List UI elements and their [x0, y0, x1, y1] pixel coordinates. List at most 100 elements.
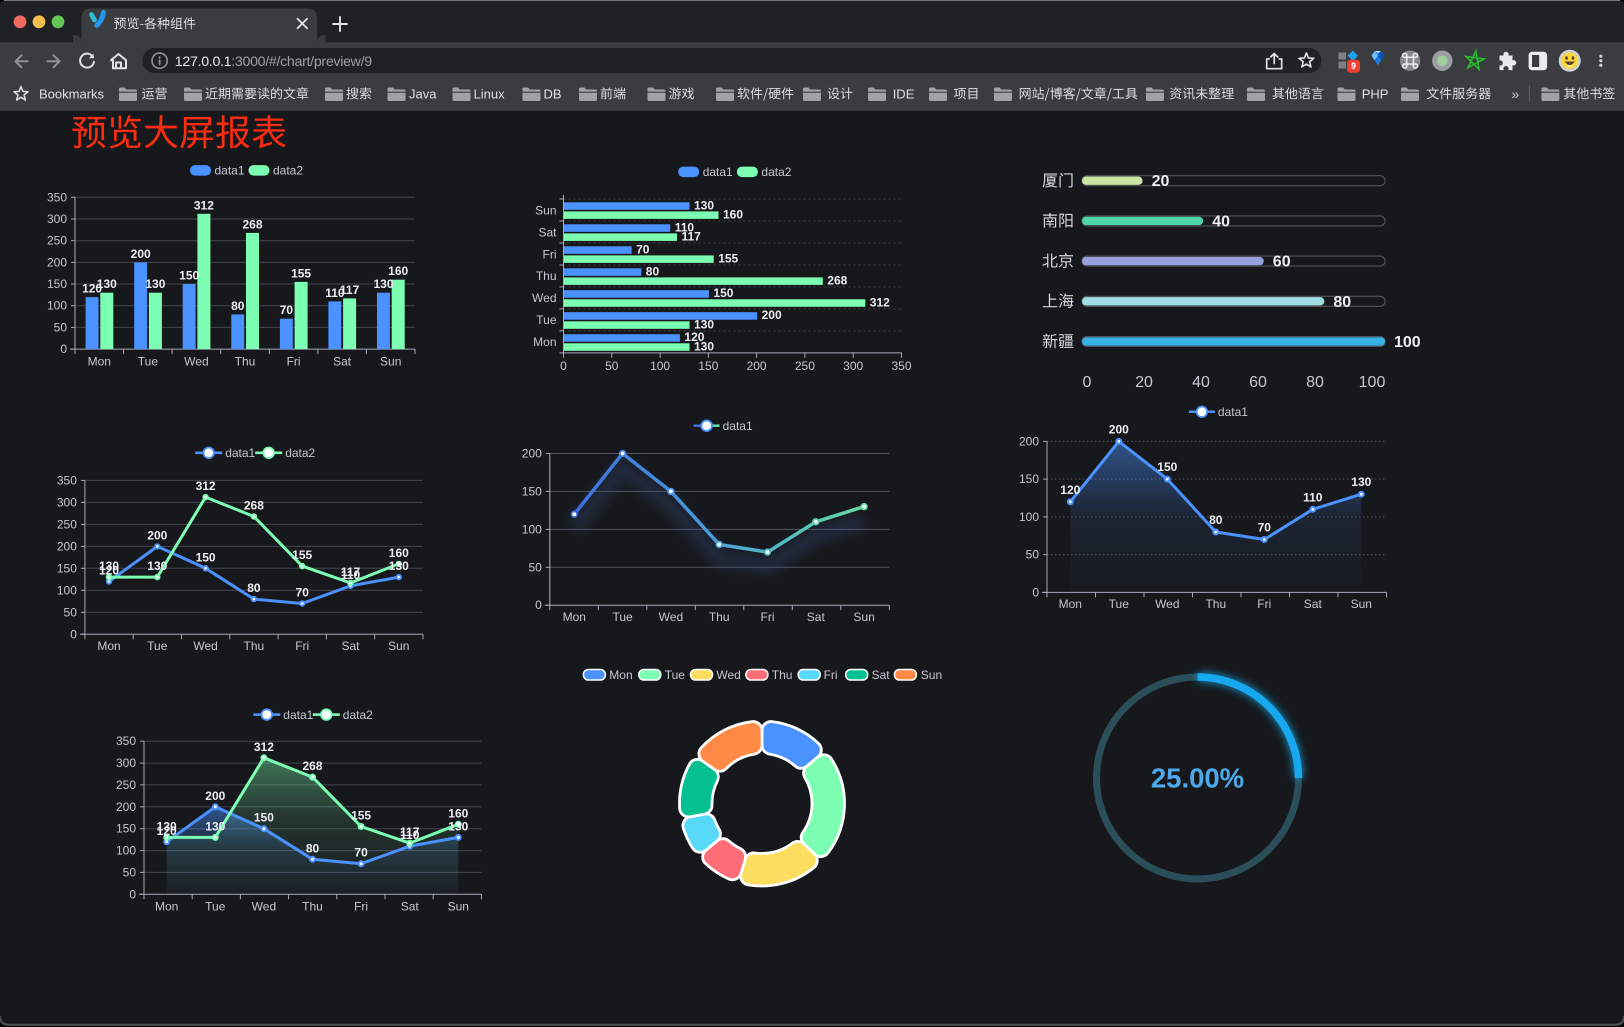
svg-text:130: 130 — [1351, 475, 1371, 489]
svg-text:250: 250 — [795, 359, 815, 373]
svg-text:120: 120 — [1060, 483, 1080, 497]
svg-text:200: 200 — [147, 528, 167, 542]
svg-text:DB: DB — [544, 87, 562, 102]
svg-text:350: 350 — [47, 190, 67, 204]
svg-text:150: 150 — [196, 550, 216, 564]
svg-text:117: 117 — [340, 283, 360, 297]
svg-text:Sat: Sat — [872, 668, 891, 682]
svg-text:200: 200 — [205, 789, 225, 803]
svg-text:25.00%: 25.00% — [1151, 763, 1244, 794]
svg-text:Wed: Wed — [252, 899, 276, 913]
svg-text:Sat: Sat — [538, 225, 557, 239]
svg-text:data2: data2 — [273, 164, 303, 178]
svg-text:Thu: Thu — [709, 610, 730, 624]
svg-text:150: 150 — [254, 811, 274, 825]
svg-text:127.0.0.1:3000/#/chart/preview: 127.0.0.1:3000/#/chart/preview/9 — [175, 54, 372, 70]
svg-text:130: 130 — [694, 198, 714, 212]
svg-text:Tue: Tue — [612, 610, 633, 624]
svg-text:155: 155 — [292, 548, 312, 562]
svg-text:Tue: Tue — [138, 355, 159, 369]
svg-text:150: 150 — [1157, 460, 1177, 474]
svg-text:Thu: Thu — [244, 639, 265, 653]
svg-text:200: 200 — [522, 447, 542, 461]
svg-text:0: 0 — [535, 598, 542, 612]
svg-text:Wed: Wed — [193, 639, 217, 653]
svg-text:0: 0 — [60, 342, 67, 356]
svg-text:Sat: Sat — [1304, 597, 1323, 611]
svg-text:100: 100 — [650, 359, 670, 373]
svg-text:120: 120 — [99, 564, 119, 578]
svg-text:155: 155 — [291, 266, 311, 280]
svg-text:250: 250 — [116, 778, 136, 792]
svg-text:Tue: Tue — [1109, 597, 1130, 611]
svg-text:Fri: Fri — [287, 355, 301, 369]
svg-text:Linux: Linux — [474, 87, 506, 102]
svg-text:Fri: Fri — [354, 899, 368, 913]
svg-text:100: 100 — [1019, 510, 1039, 524]
svg-text:Wed: Wed — [1155, 597, 1179, 611]
svg-text:100: 100 — [116, 844, 136, 858]
svg-text:150: 150 — [698, 359, 718, 373]
svg-text:data2: data2 — [343, 708, 373, 722]
svg-text:40: 40 — [1212, 213, 1230, 230]
svg-text:268: 268 — [827, 273, 847, 287]
svg-text:117: 117 — [400, 825, 420, 839]
svg-text:Sun: Sun — [448, 899, 469, 913]
svg-text:Mon: Mon — [1059, 597, 1082, 611]
svg-text:100: 100 — [522, 522, 542, 536]
svg-text:data1: data1 — [1218, 405, 1248, 419]
svg-text:Fri: Fri — [761, 610, 775, 624]
svg-text:300: 300 — [843, 359, 863, 373]
svg-text:Thu: Thu — [772, 668, 793, 682]
svg-text:Fri: Fri — [1257, 597, 1271, 611]
svg-text:268: 268 — [302, 759, 322, 773]
svg-text:155: 155 — [351, 809, 371, 823]
svg-text:Thu: Thu — [1205, 597, 1226, 611]
svg-text:200: 200 — [747, 359, 767, 373]
svg-text:120: 120 — [684, 330, 704, 344]
svg-text:Wed: Wed — [716, 668, 740, 682]
svg-text:160: 160 — [448, 806, 468, 820]
svg-text:data2: data2 — [285, 446, 315, 460]
svg-text:Fri: Fri — [295, 639, 309, 653]
svg-text:Sun: Sun — [388, 639, 409, 653]
svg-text:150: 150 — [713, 286, 733, 300]
svg-text:Java: Java — [409, 87, 437, 102]
svg-text:0: 0 — [1032, 585, 1039, 599]
svg-text:300: 300 — [47, 212, 67, 226]
svg-text:120: 120 — [157, 824, 177, 838]
svg-text:20: 20 — [1135, 374, 1153, 391]
svg-text:PHP: PHP — [1362, 87, 1389, 102]
svg-text:80: 80 — [1333, 294, 1351, 311]
svg-text:Wed: Wed — [532, 291, 556, 305]
svg-text:110: 110 — [1303, 490, 1323, 504]
svg-text:150: 150 — [1019, 472, 1039, 486]
svg-text:117: 117 — [341, 565, 361, 579]
svg-text:70: 70 — [1258, 521, 1272, 535]
svg-text:50: 50 — [605, 359, 619, 373]
svg-text:80: 80 — [247, 581, 261, 595]
svg-text:150: 150 — [179, 269, 199, 283]
svg-text:Tue: Tue — [536, 313, 557, 327]
svg-text:data1: data1 — [225, 446, 255, 460]
svg-text:Sat: Sat — [401, 899, 420, 913]
svg-text:130: 130 — [97, 277, 117, 291]
svg-text:150: 150 — [116, 822, 136, 836]
svg-text:IDE: IDE — [893, 87, 915, 102]
svg-text:130: 130 — [448, 819, 468, 833]
svg-text:80: 80 — [306, 841, 320, 855]
svg-text:»: » — [1511, 86, 1519, 102]
svg-text:100: 100 — [1394, 334, 1421, 351]
svg-text:160: 160 — [388, 264, 408, 278]
svg-text:Fri: Fri — [543, 247, 557, 261]
svg-text:0: 0 — [129, 887, 136, 901]
svg-text:50: 50 — [528, 560, 542, 574]
svg-text:Bookmarks: Bookmarks — [39, 87, 105, 102]
svg-text:Mon: Mon — [88, 355, 111, 369]
svg-text:150: 150 — [57, 561, 77, 575]
svg-text:70: 70 — [354, 846, 368, 860]
svg-text:80: 80 — [1306, 374, 1324, 391]
svg-text:9: 9 — [1351, 61, 1356, 71]
svg-text:200: 200 — [57, 539, 77, 553]
svg-text:100: 100 — [57, 583, 77, 597]
